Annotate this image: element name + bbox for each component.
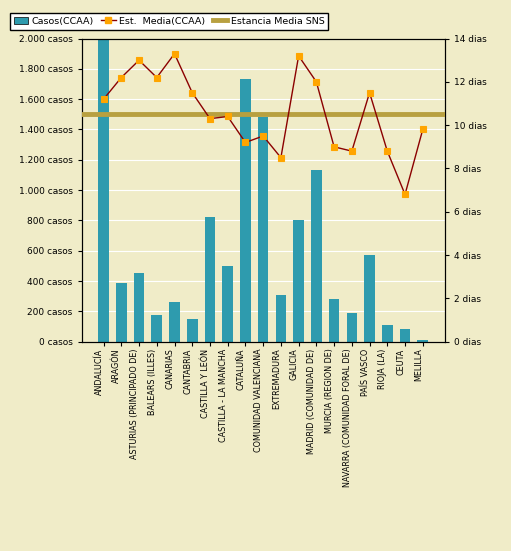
Bar [204, 217, 215, 342]
Bar [134, 273, 144, 342]
Bar [311, 170, 322, 342]
Bar [400, 329, 410, 342]
Bar [169, 302, 180, 342]
Bar [258, 117, 268, 342]
Bar [240, 79, 251, 342]
Bar [116, 283, 127, 342]
Bar [382, 325, 392, 342]
Bar [222, 266, 233, 342]
Bar [346, 313, 357, 342]
Legend: Casos(CCAA), Est.  Media(CCAA), Estancia Media SNS: Casos(CCAA), Est. Media(CCAA), Estancia … [10, 13, 329, 30]
Bar [364, 255, 375, 342]
Bar [98, 39, 109, 342]
Bar [151, 315, 162, 342]
Bar [275, 295, 286, 342]
Bar [329, 299, 339, 342]
Bar [293, 220, 304, 342]
Bar [187, 319, 198, 342]
Bar [417, 340, 428, 342]
